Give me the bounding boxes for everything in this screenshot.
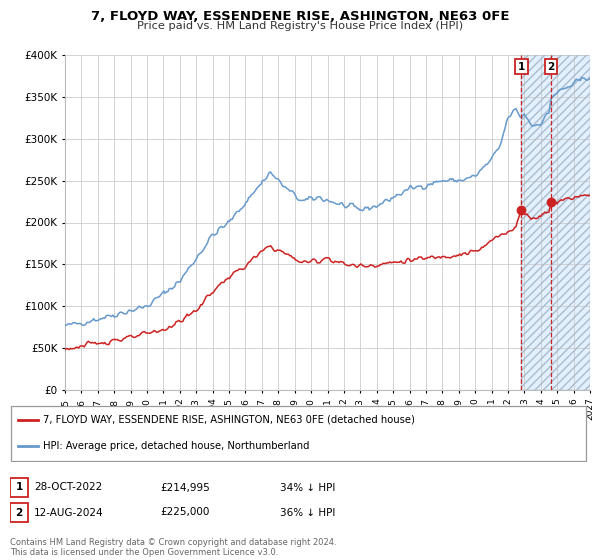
Text: 2: 2: [547, 62, 554, 72]
Bar: [10, 503, 28, 522]
Text: 1: 1: [16, 483, 23, 492]
Text: 2: 2: [16, 507, 23, 517]
Bar: [10, 478, 28, 497]
Text: 28-OCT-2022: 28-OCT-2022: [34, 483, 102, 492]
Text: £214,995: £214,995: [160, 483, 210, 492]
Text: 36% ↓ HPI: 36% ↓ HPI: [280, 507, 335, 517]
Text: 34% ↓ HPI: 34% ↓ HPI: [280, 483, 335, 492]
Text: 7, FLOYD WAY, ESSENDENE RISE, ASHINGTON, NE63 0FE (detached house): 7, FLOYD WAY, ESSENDENE RISE, ASHINGTON,…: [43, 415, 415, 425]
Bar: [521, 55, 590, 390]
Text: Contains HM Land Registry data © Crown copyright and database right 2024.: Contains HM Land Registry data © Crown c…: [10, 538, 337, 547]
Text: This data is licensed under the Open Government Licence v3.0.: This data is licensed under the Open Gov…: [10, 548, 278, 557]
Text: 1: 1: [518, 62, 525, 72]
Text: £225,000: £225,000: [160, 507, 209, 517]
Text: HPI: Average price, detached house, Northumberland: HPI: Average price, detached house, Nort…: [43, 441, 310, 451]
Text: 7, FLOYD WAY, ESSENDENE RISE, ASHINGTON, NE63 0FE: 7, FLOYD WAY, ESSENDENE RISE, ASHINGTON,…: [91, 10, 509, 23]
Bar: [521, 55, 590, 390]
Text: 12-AUG-2024: 12-AUG-2024: [34, 507, 104, 517]
Text: Price paid vs. HM Land Registry's House Price Index (HPI): Price paid vs. HM Land Registry's House …: [137, 21, 463, 31]
